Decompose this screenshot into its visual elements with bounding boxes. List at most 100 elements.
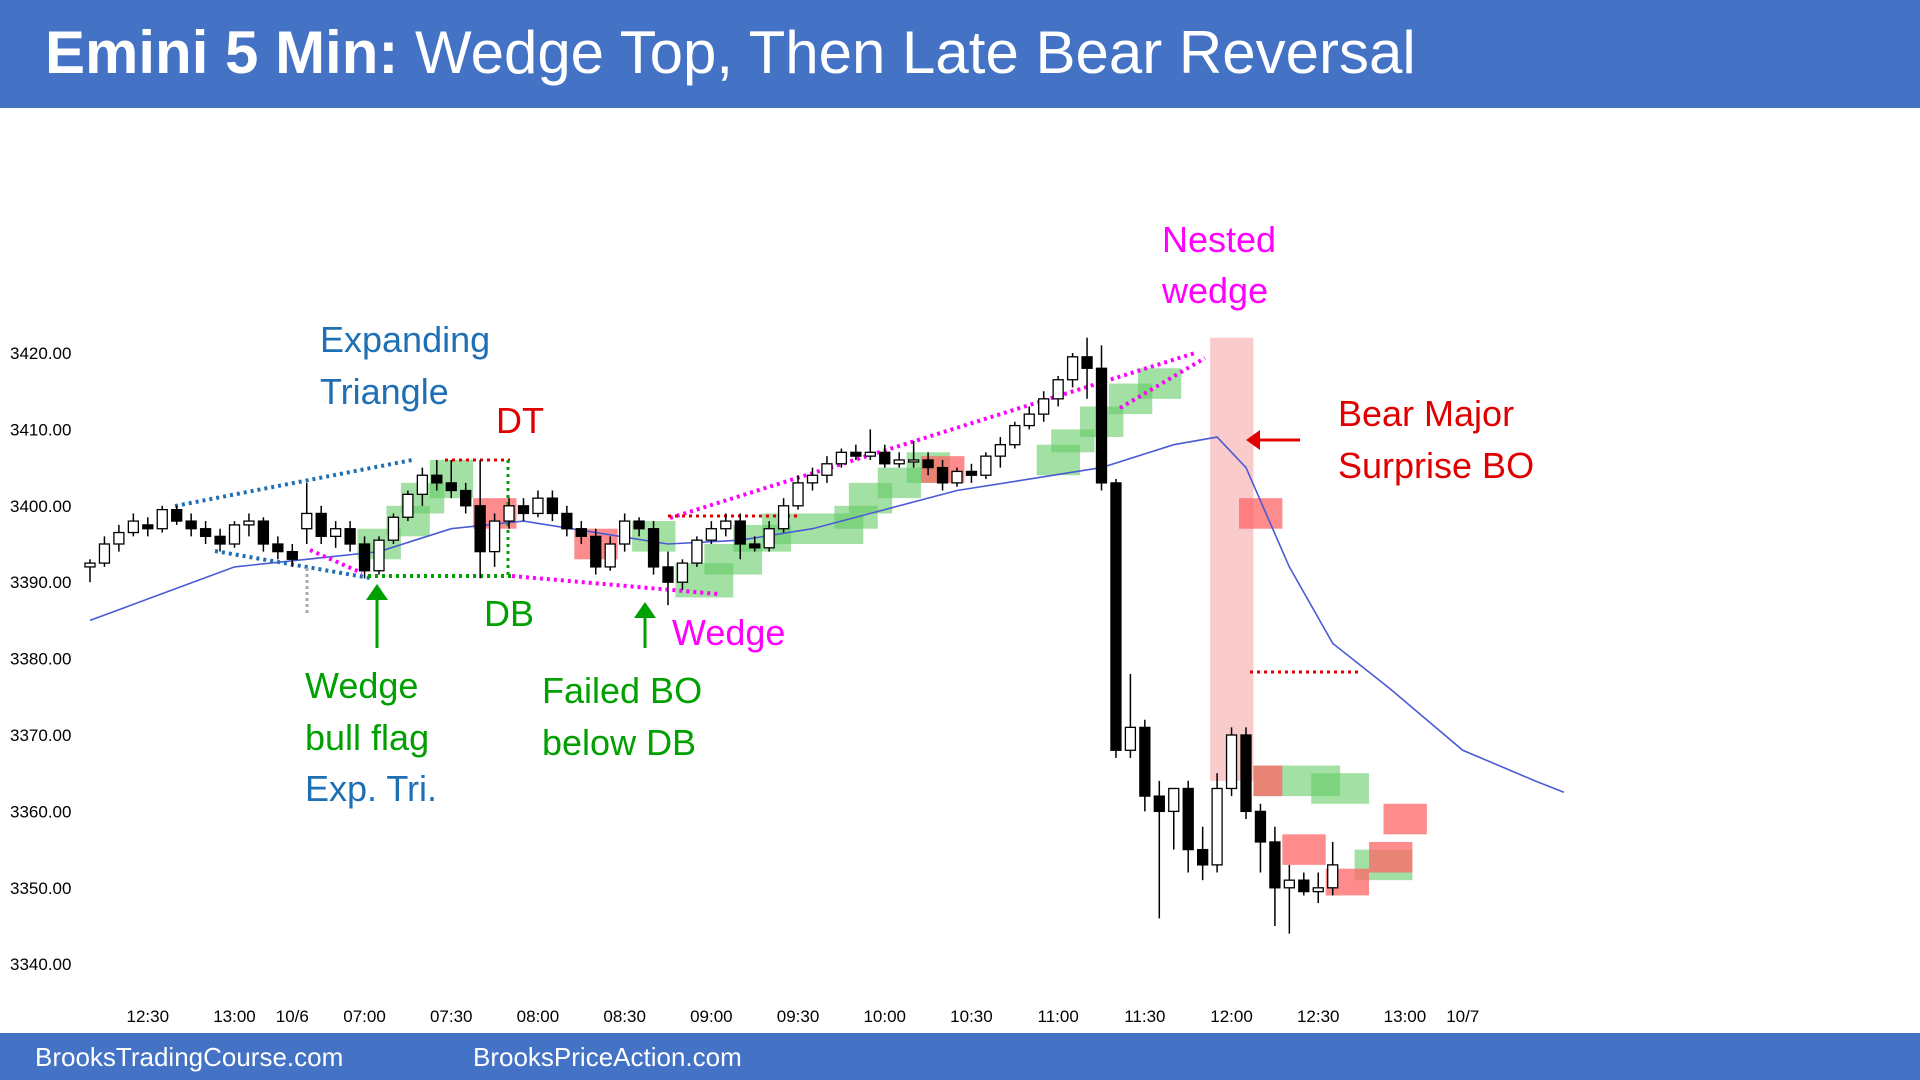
candle: [84, 559, 96, 583]
footer-banner: BrooksTradingCourse.com BrooksPriceActio…: [0, 1033, 1920, 1080]
bear-major-label-2: Surprise BO: [1338, 445, 1534, 486]
candle: [936, 459, 949, 491]
x-tick-label: 13:00: [213, 1007, 256, 1026]
candle-body: [893, 459, 905, 465]
y-tick-label: 3350.00: [10, 879, 71, 898]
candle-body: [460, 489, 472, 507]
x-tick-label: 13:00: [1384, 1007, 1427, 1026]
candle: [532, 490, 544, 518]
candle: [908, 440, 920, 468]
candle: [734, 513, 746, 560]
arrow-bear-head: [1246, 430, 1260, 450]
candle-body: [517, 505, 530, 515]
candle-body: [806, 474, 819, 484]
exp-tri-label-2: Triangle: [320, 371, 449, 412]
candle-body: [402, 493, 414, 518]
candle: [922, 452, 934, 476]
candle: [1066, 353, 1079, 388]
candle-body: [1211, 787, 1223, 866]
nested-label-1: Nested: [1162, 219, 1276, 260]
candle-body: [1124, 726, 1137, 751]
y-tick-label: 3380.00: [10, 650, 71, 669]
x-tick-label: 11:00: [1038, 1007, 1079, 1026]
candle: [951, 467, 963, 487]
candle-body: [1254, 810, 1267, 843]
candle-body: [676, 562, 689, 583]
x-axis-ticks: 12:30 13:00 10/6 07:00 07:30 08:00 08:30 09:00 0…: [127, 1007, 1480, 1026]
candle: [113, 524, 125, 552]
candle-body: [734, 520, 746, 545]
candle-body: [1168, 787, 1180, 813]
candle: [1225, 727, 1238, 797]
candle: [1124, 673, 1137, 758]
candle-body: [1225, 734, 1238, 790]
candle-body: [315, 512, 327, 538]
candle: [720, 513, 732, 537]
candle-body: [1139, 726, 1151, 797]
candle-body: [1052, 379, 1064, 400]
candle: [1240, 727, 1252, 820]
candle: [272, 536, 284, 560]
x-tick-label: 10/6: [276, 1007, 309, 1026]
bull-signal-box: [1137, 368, 1182, 399]
y-tick-label: 3400.00: [10, 497, 71, 516]
candle: [301, 482, 313, 544]
candle-body: [763, 528, 775, 549]
x-tick-label: 07:30: [430, 1007, 473, 1026]
candle-body: [1066, 356, 1079, 381]
candle: [127, 513, 140, 537]
candle-body: [1009, 424, 1021, 446]
wedge-bull-label-3: Exp. Tri.: [305, 768, 437, 809]
candle: [358, 536, 371, 579]
candle: [590, 528, 602, 575]
failed-bo-label-1: Failed BO: [542, 670, 702, 711]
candle: [633, 517, 645, 537]
candle-body: [561, 512, 573, 530]
candle-body: [503, 505, 515, 522]
x-tick-label: 10:30: [950, 1007, 993, 1026]
candle: [1095, 345, 1108, 491]
y-tick-label: 3420.00: [10, 344, 71, 363]
candle: [619, 513, 631, 552]
candle-body: [228, 524, 241, 545]
candle-body: [344, 528, 356, 545]
candle-body: [387, 516, 400, 541]
footer-left-text: BrooksTradingCourse.com: [35, 1042, 344, 1072]
candle-body: [619, 520, 631, 545]
candle-body: [199, 528, 212, 538]
candle-body: [792, 482, 804, 507]
candle-body: [156, 508, 168, 530]
candle: [1327, 841, 1339, 896]
x-tick-label: 11:30: [1124, 1007, 1165, 1026]
candle-body: [1240, 734, 1252, 813]
candle: [199, 521, 212, 544]
candle: [142, 517, 154, 537]
annotations: Expanding Triangle DT DB Wedge bull flag…: [305, 219, 1534, 809]
candle-body: [980, 455, 992, 476]
candle: [1254, 803, 1267, 873]
candle: [647, 521, 660, 575]
candle: [373, 536, 385, 575]
bear-major-label-1: Bear Major: [1338, 393, 1514, 434]
nested-wedge-line: [1118, 356, 1207, 410]
wedge-bull-label-1: Wedge: [305, 665, 418, 706]
candle-body: [821, 463, 833, 476]
candle: [1168, 787, 1180, 850]
candle-body: [749, 543, 761, 549]
bear-signal-box: [1383, 803, 1427, 835]
candle: [893, 452, 905, 468]
page-title: Emini 5 Min: Wedge Top, Then Late Bear R…: [45, 18, 1416, 87]
candle: [676, 559, 689, 590]
candle: [1110, 479, 1122, 758]
title-banner: Emini 5 Min: Wedge Top, Then Late Bear R…: [0, 0, 1920, 108]
x-tick-label: 12:30: [127, 1007, 170, 1026]
exp-tri-label-1: Expanding: [320, 319, 490, 360]
bear-signal-box: [1253, 765, 1283, 797]
bear-signal-box: [1239, 498, 1283, 529]
candle: [98, 536, 111, 567]
candle-body: [720, 520, 732, 530]
candle: [1197, 826, 1209, 881]
candle-body: [358, 543, 371, 572]
candle: [662, 551, 674, 606]
candle-group: [84, 337, 1339, 934]
